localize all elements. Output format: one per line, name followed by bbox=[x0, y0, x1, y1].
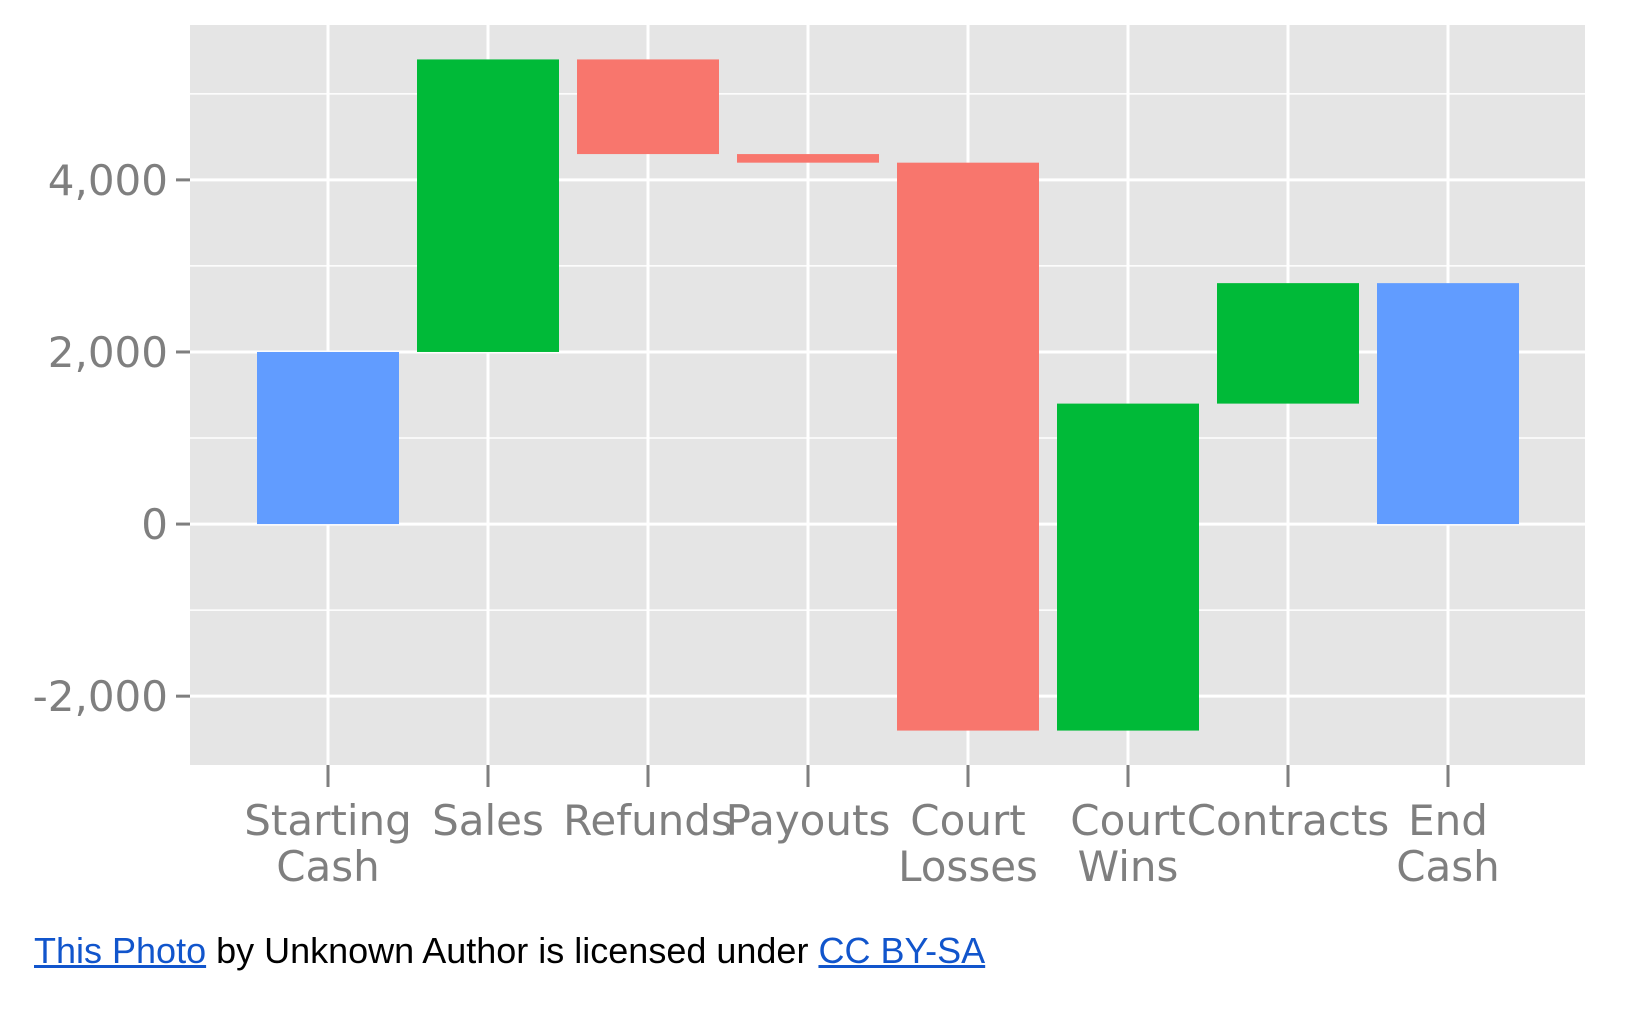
credit-text: by Unknown Author is licensed under bbox=[206, 930, 819, 971]
this-photo-link[interactable]: This Photo bbox=[34, 930, 207, 971]
x-tick-label: Court Losses bbox=[898, 796, 1038, 891]
bar-increase bbox=[417, 59, 559, 352]
x-tick-label-line: Cash bbox=[276, 842, 380, 891]
bar-decrease bbox=[897, 162, 1039, 731]
x-tick-label-line: Contracts bbox=[1187, 796, 1390, 845]
license-link[interactable]: CC BY-SA bbox=[818, 930, 986, 971]
x-tick-label-line: Cash bbox=[1396, 842, 1500, 891]
bar-decrease bbox=[577, 59, 719, 155]
bar-increase bbox=[1217, 283, 1359, 404]
x-tick-label-line: Wins bbox=[1078, 842, 1179, 891]
bar-total bbox=[1377, 283, 1519, 525]
bar-decrease bbox=[737, 154, 879, 163]
x-tick-label: Payouts bbox=[726, 796, 891, 845]
x-tick-label-line: End bbox=[1408, 796, 1488, 845]
y-tick-label: 0 bbox=[141, 500, 168, 549]
x-tick-label: Court Wins bbox=[1070, 796, 1185, 891]
x-tick-label-line: Sales bbox=[432, 796, 544, 845]
x-tick-label-line: Court bbox=[1070, 796, 1185, 845]
x-tick-label-line: Payouts bbox=[726, 796, 891, 845]
bars bbox=[257, 59, 1519, 731]
x-tick-label-line: Refunds bbox=[563, 796, 733, 845]
x-tick-label: Refunds bbox=[563, 796, 733, 845]
plot-panel bbox=[190, 25, 1585, 765]
y-axis: -2,000 0 2,000 4,000 bbox=[33, 156, 190, 721]
y-tick-label: 4,000 bbox=[48, 156, 168, 205]
x-tick-label: Contracts bbox=[1187, 796, 1390, 845]
bar-total bbox=[257, 351, 399, 525]
photo-credit: This Photo by Unknown Author is licensed… bbox=[34, 930, 985, 972]
x-tick-label-line: Court bbox=[910, 796, 1025, 845]
bar-increase bbox=[1057, 403, 1199, 731]
x-tick-label: Starting Cash bbox=[244, 796, 412, 891]
x-tick-label-line: Starting bbox=[244, 796, 412, 845]
y-tick-label: -2,000 bbox=[33, 672, 168, 721]
y-tick-label: 2,000 bbox=[48, 328, 168, 377]
x-tick-label: Sales bbox=[432, 796, 544, 845]
x-tick-label: End Cash bbox=[1396, 796, 1500, 891]
x-tick-label-line: Losses bbox=[898, 842, 1038, 891]
